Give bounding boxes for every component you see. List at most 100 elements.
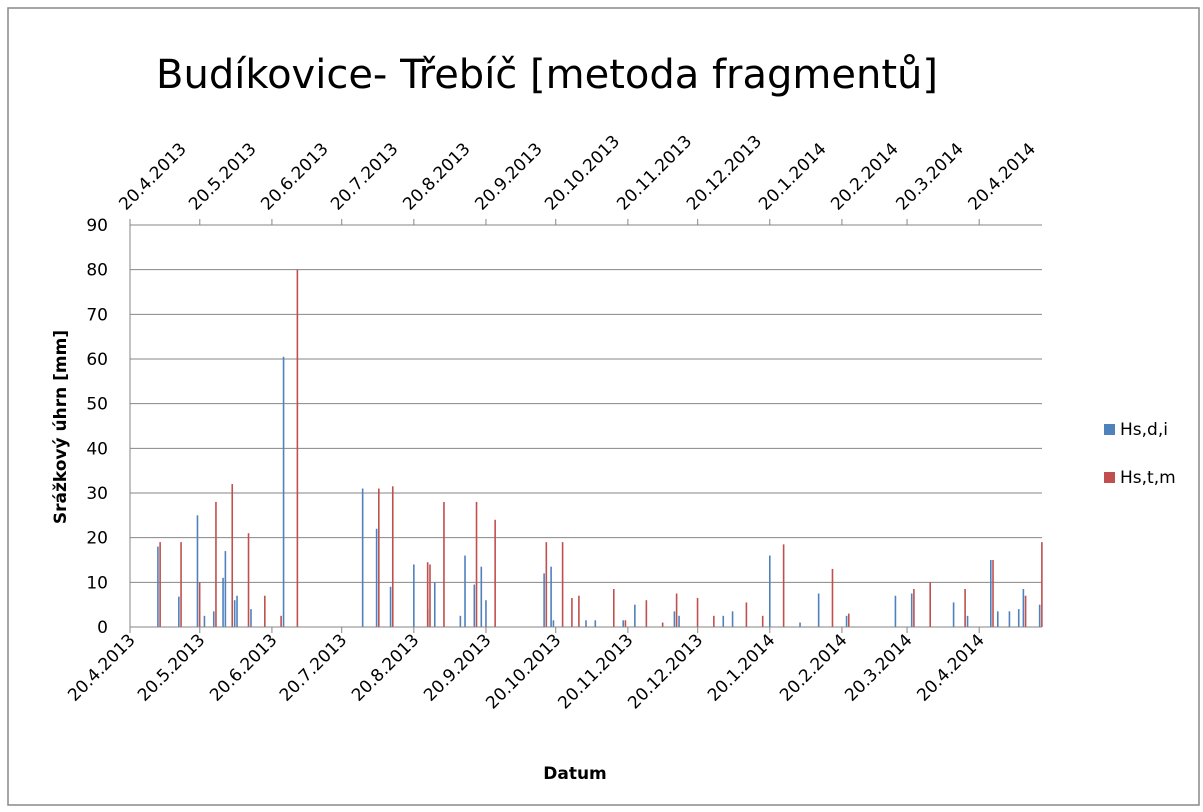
bar bbox=[678, 615, 680, 627]
y-tick-label: 0 bbox=[97, 618, 108, 638]
bar bbox=[233, 600, 236, 627]
y-tick-label: 70 bbox=[86, 305, 108, 325]
bar bbox=[831, 568, 834, 627]
bar bbox=[722, 615, 725, 627]
bar bbox=[159, 542, 161, 627]
bar bbox=[375, 528, 378, 627]
bar bbox=[847, 613, 850, 627]
bar bbox=[1024, 595, 1027, 627]
x-axis-title: Datum bbox=[543, 764, 607, 784]
bar bbox=[247, 533, 250, 627]
bar bbox=[231, 484, 234, 627]
bar bbox=[180, 542, 182, 627]
bar bbox=[913, 589, 915, 627]
bar bbox=[696, 597, 699, 627]
bar bbox=[550, 566, 552, 627]
bar bbox=[296, 269, 299, 627]
bar bbox=[1008, 611, 1011, 627]
bar bbox=[413, 564, 415, 627]
bar bbox=[578, 595, 580, 627]
bar bbox=[624, 620, 627, 627]
bar bbox=[203, 615, 206, 627]
bar bbox=[782, 544, 785, 627]
bar bbox=[389, 586, 392, 627]
y-tick-label: 90 bbox=[86, 216, 108, 236]
legend-swatch bbox=[1104, 472, 1115, 483]
y-tick-label: 20 bbox=[86, 529, 108, 549]
bar bbox=[543, 573, 545, 627]
bar bbox=[224, 551, 227, 627]
bar bbox=[768, 555, 771, 627]
y-tick-label: 30 bbox=[86, 484, 108, 504]
bar bbox=[198, 582, 201, 627]
chart-frame bbox=[7, 7, 1200, 806]
y-tick-label: 60 bbox=[86, 350, 108, 370]
bar bbox=[745, 602, 748, 627]
bar bbox=[459, 615, 462, 627]
bar bbox=[952, 602, 955, 627]
bar bbox=[282, 356, 285, 627]
y-tick-label: 40 bbox=[86, 439, 108, 459]
bar bbox=[571, 597, 573, 627]
bar bbox=[910, 593, 913, 627]
bar bbox=[545, 542, 548, 627]
bar bbox=[673, 611, 676, 627]
bar bbox=[561, 542, 564, 627]
bar bbox=[443, 501, 445, 627]
bar bbox=[426, 562, 429, 627]
bar bbox=[645, 600, 648, 627]
bar bbox=[996, 611, 999, 627]
bar bbox=[433, 582, 436, 627]
bar bbox=[475, 501, 478, 627]
y-tick-label: 50 bbox=[86, 395, 108, 415]
bar bbox=[429, 564, 431, 627]
bar bbox=[215, 501, 217, 627]
bar bbox=[1038, 604, 1041, 627]
bar bbox=[964, 589, 966, 627]
bar bbox=[485, 600, 487, 627]
bar bbox=[894, 595, 897, 627]
bar bbox=[361, 488, 364, 627]
y-axis-title: Srážkový úhrn [mm] bbox=[51, 330, 71, 524]
bar bbox=[799, 622, 801, 627]
legend-label: Hs,d,i bbox=[1120, 420, 1168, 440]
bar bbox=[464, 555, 466, 627]
bar bbox=[594, 620, 597, 627]
bar bbox=[473, 584, 476, 627]
bar bbox=[212, 611, 215, 627]
bar bbox=[480, 566, 483, 627]
y-tick-label: 80 bbox=[86, 261, 108, 281]
bar bbox=[1041, 542, 1043, 627]
chart-title: Budíkovice- Třebíč [metoda fragmentů] bbox=[156, 52, 938, 98]
bar bbox=[178, 596, 180, 627]
bar bbox=[378, 488, 380, 627]
bar bbox=[761, 615, 764, 627]
bar bbox=[494, 519, 496, 627]
legend-swatch bbox=[1104, 424, 1115, 435]
bar bbox=[250, 609, 252, 627]
bar bbox=[196, 515, 199, 627]
bar bbox=[280, 615, 282, 627]
bar bbox=[264, 595, 266, 627]
bar bbox=[929, 582, 931, 627]
bar bbox=[612, 589, 615, 627]
bar bbox=[817, 593, 820, 627]
bar bbox=[391, 486, 394, 627]
legend-label: Hs,t,m bbox=[1120, 468, 1176, 488]
bar bbox=[157, 546, 159, 627]
bar bbox=[731, 611, 734, 627]
y-tick-label: 10 bbox=[86, 573, 108, 593]
bar bbox=[966, 615, 969, 627]
bar bbox=[585, 620, 587, 627]
bar bbox=[661, 622, 664, 627]
bar bbox=[634, 604, 636, 627]
bar bbox=[552, 620, 555, 627]
bar bbox=[622, 620, 625, 627]
bar bbox=[990, 560, 992, 627]
bar bbox=[992, 560, 994, 627]
bar bbox=[845, 615, 848, 627]
bar bbox=[236, 595, 238, 627]
bar bbox=[222, 577, 224, 627]
bar bbox=[713, 615, 715, 627]
